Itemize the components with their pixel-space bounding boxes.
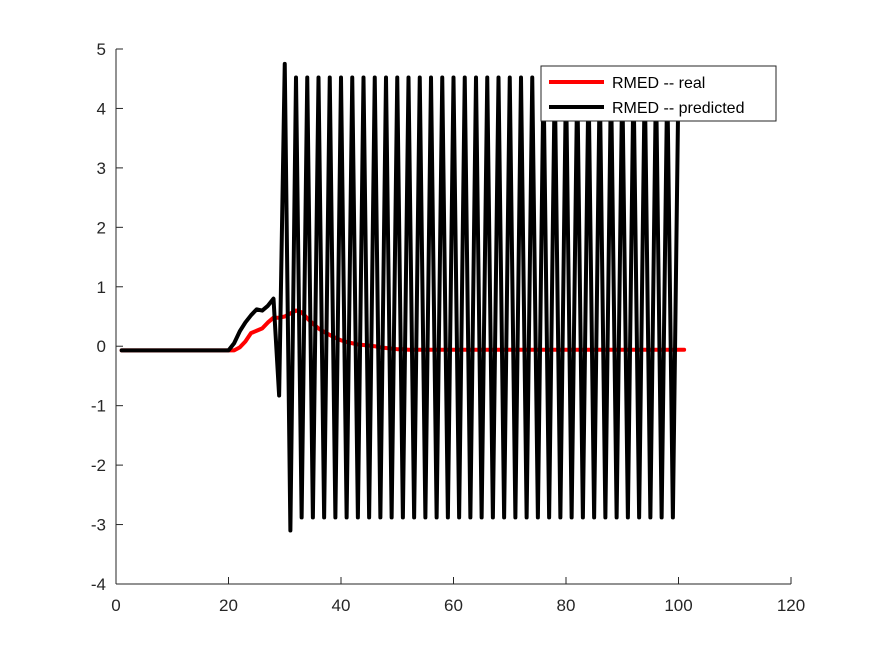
x-tick-label: 120 <box>777 596 805 615</box>
y-tick-label: -1 <box>91 397 106 416</box>
x-tick-label: 40 <box>332 596 351 615</box>
y-tick-label: -2 <box>91 456 106 475</box>
x-tick-label: 80 <box>557 596 576 615</box>
series-line-1 <box>119 61 681 533</box>
series-layer <box>119 61 687 533</box>
legend-box <box>540 65 777 122</box>
y-tick-label: 2 <box>97 218 106 237</box>
y-tick-label: 3 <box>97 159 106 178</box>
x-tick-label: 100 <box>664 596 692 615</box>
y-tick-label: -3 <box>91 516 106 535</box>
y-tick-label: -4 <box>91 575 106 594</box>
y-tick-label: 1 <box>97 278 106 297</box>
legend-label-0: RMED -- real <box>612 75 705 92</box>
y-tick-label: 4 <box>97 99 106 118</box>
axes-layer: 0 20 40 60 80 100 120 -4 -3 -2 -1 0 1 2 3 4 5 <box>91 40 805 615</box>
y-tick-label: 0 <box>97 337 106 356</box>
legend-label-1: RMED -- predicted <box>612 100 744 117</box>
x-tick-label: 0 <box>111 596 120 615</box>
legend: RMED -- real RMED -- predicted <box>540 65 777 122</box>
x-tick-label: 60 <box>444 596 463 615</box>
x-tick-label: 20 <box>219 596 238 615</box>
y-tick-label: 5 <box>97 40 106 59</box>
